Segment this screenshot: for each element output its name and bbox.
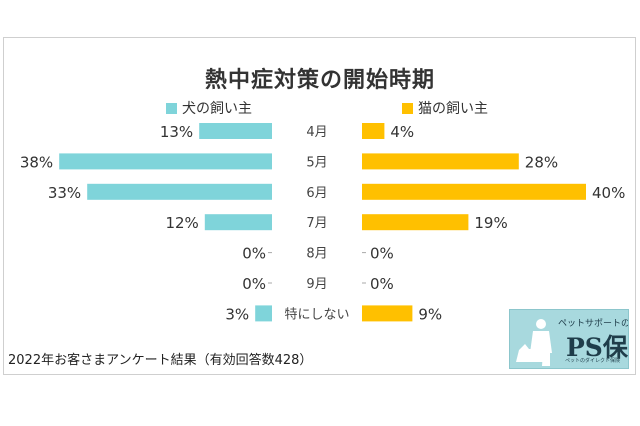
legend-dog-label: 犬の飼い主: [182, 101, 252, 117]
legend-dog-swatch: [166, 102, 177, 114]
dog-bar: [87, 183, 272, 200]
category-label: 9月: [306, 277, 327, 292]
dog-value-label: 38%: [20, 153, 53, 171]
dog-bar: [59, 153, 273, 170]
logo-tagline: ペットサポートの: [558, 319, 629, 329]
dog-value-label: 0%: [242, 275, 266, 293]
cat-bar: [362, 183, 586, 200]
legend-cat-label: 猫の飼い主: [418, 101, 488, 117]
dog-bar: [199, 123, 272, 139]
logo-sub: ペットのダイレクト保険: [565, 358, 621, 364]
legend-cat-swatch: [402, 102, 413, 114]
dog-value-label: 3%: [225, 305, 249, 323]
cat-bar: [362, 214, 469, 231]
dog-bar: [204, 214, 272, 231]
dog-value-label: 0%: [242, 245, 266, 263]
category-label: 5月: [306, 155, 327, 170]
category-label: 4月: [306, 125, 327, 140]
legend-dog: 犬の飼い主: [166, 98, 252, 118]
cat-bar: [362, 123, 385, 139]
cat-value-label: 0%: [370, 275, 394, 293]
cat-value-label: 19%: [474, 214, 507, 232]
cat-value-label: 40%: [592, 184, 625, 202]
footnote: 2022年お客さまアンケート結果（有効回答数428）: [8, 353, 313, 368]
cat-value-label: 9%: [418, 305, 442, 323]
dog-value-label: 13%: [160, 123, 193, 141]
category-label: 7月: [306, 216, 327, 231]
category-label: 8月: [306, 247, 327, 262]
dog-value-label: 33%: [48, 184, 81, 202]
chart-title: 熱中症対策の開始時期: [204, 68, 435, 93]
cat-bar: [362, 153, 519, 170]
cat-bar: [362, 305, 413, 322]
cat-value-label: 28%: [525, 153, 558, 171]
category-label: 6月: [306, 186, 327, 201]
dog-bar: [255, 305, 272, 322]
category-label: 特にしない: [284, 307, 349, 322]
cat-value-label: 0%: [370, 245, 394, 263]
legend-cat: 猫の飼い主: [402, 98, 488, 118]
ps-hoken-logo: ペットサポートの PS保険 ペットのダイレクト保険: [509, 309, 629, 369]
dog-value-label: 12%: [165, 214, 198, 232]
logo-brand: PS保険: [566, 333, 628, 362]
pets-silhouette-icon: [516, 319, 552, 366]
cat-value-label: 4%: [390, 123, 414, 141]
